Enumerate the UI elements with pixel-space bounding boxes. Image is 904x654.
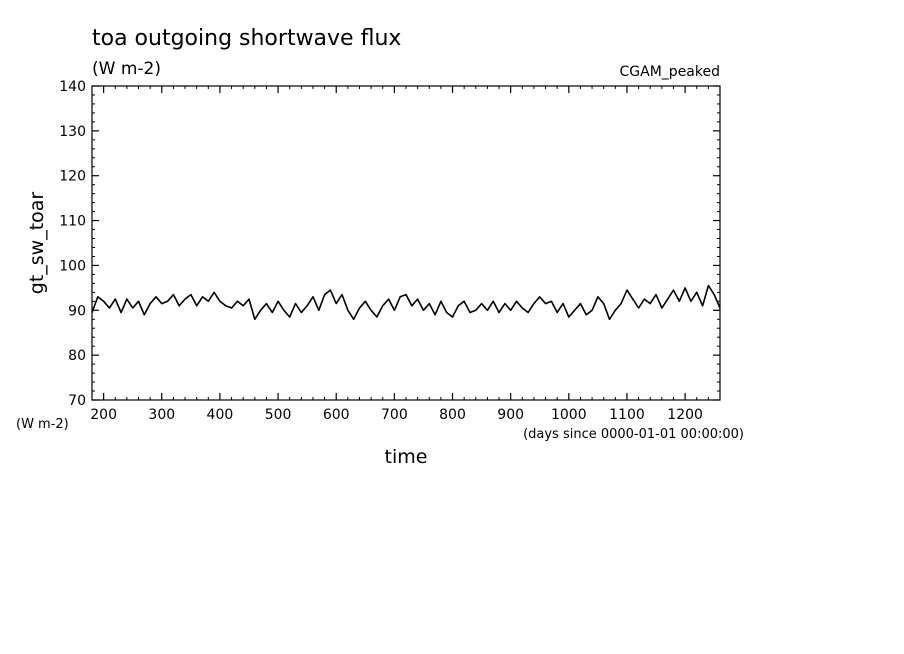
y-tick-label: 80 xyxy=(68,348,86,364)
x-tick-label: 1200 xyxy=(667,407,703,423)
x-tick-label: 400 xyxy=(207,407,234,423)
y-tick-label: 100 xyxy=(59,258,86,274)
x-axis-ticks: 200 300 400 500 600 700 800 900 1000 1100 1200 xyxy=(90,86,721,423)
x-tick-label: 900 xyxy=(497,407,524,423)
x-axis-label: time xyxy=(385,446,428,468)
x-tick-label: 1100 xyxy=(609,407,645,423)
y-axis-label: gt_sw_toar xyxy=(26,192,48,295)
y-tick-label: 90 xyxy=(68,303,86,319)
x-tick-label: 300 xyxy=(148,407,175,423)
y-axis-ticks: 70 80 90 100 110 120 130 140 xyxy=(59,79,720,409)
series-line xyxy=(91,284,721,321)
y-tick-label: 120 xyxy=(59,169,86,185)
x-tick-label: 500 xyxy=(265,407,292,423)
y-tick-label: 130 xyxy=(59,124,86,140)
x-tick-label: 1000 xyxy=(551,407,587,423)
x-tick-label: 200 xyxy=(90,407,117,423)
y-tick-label: 110 xyxy=(59,214,86,230)
plot-frame xyxy=(91,85,721,401)
x-tick-label: 600 xyxy=(323,407,350,423)
x-tick-label: 800 xyxy=(439,407,466,423)
run-label: CGAM_peaked xyxy=(620,64,720,80)
chart-title: toa outgoing shortwave flux xyxy=(92,26,401,51)
chart-subtitle: (W m-2) xyxy=(92,59,161,79)
x-axis-units: (days since 0000-01-01 00:00:00) xyxy=(523,427,744,442)
y-tick-label: 70 xyxy=(68,393,86,409)
y-tick-label: 140 xyxy=(59,79,86,95)
x-tick-label: 700 xyxy=(381,407,408,423)
y-axis-units: (W m-2) xyxy=(16,417,69,432)
